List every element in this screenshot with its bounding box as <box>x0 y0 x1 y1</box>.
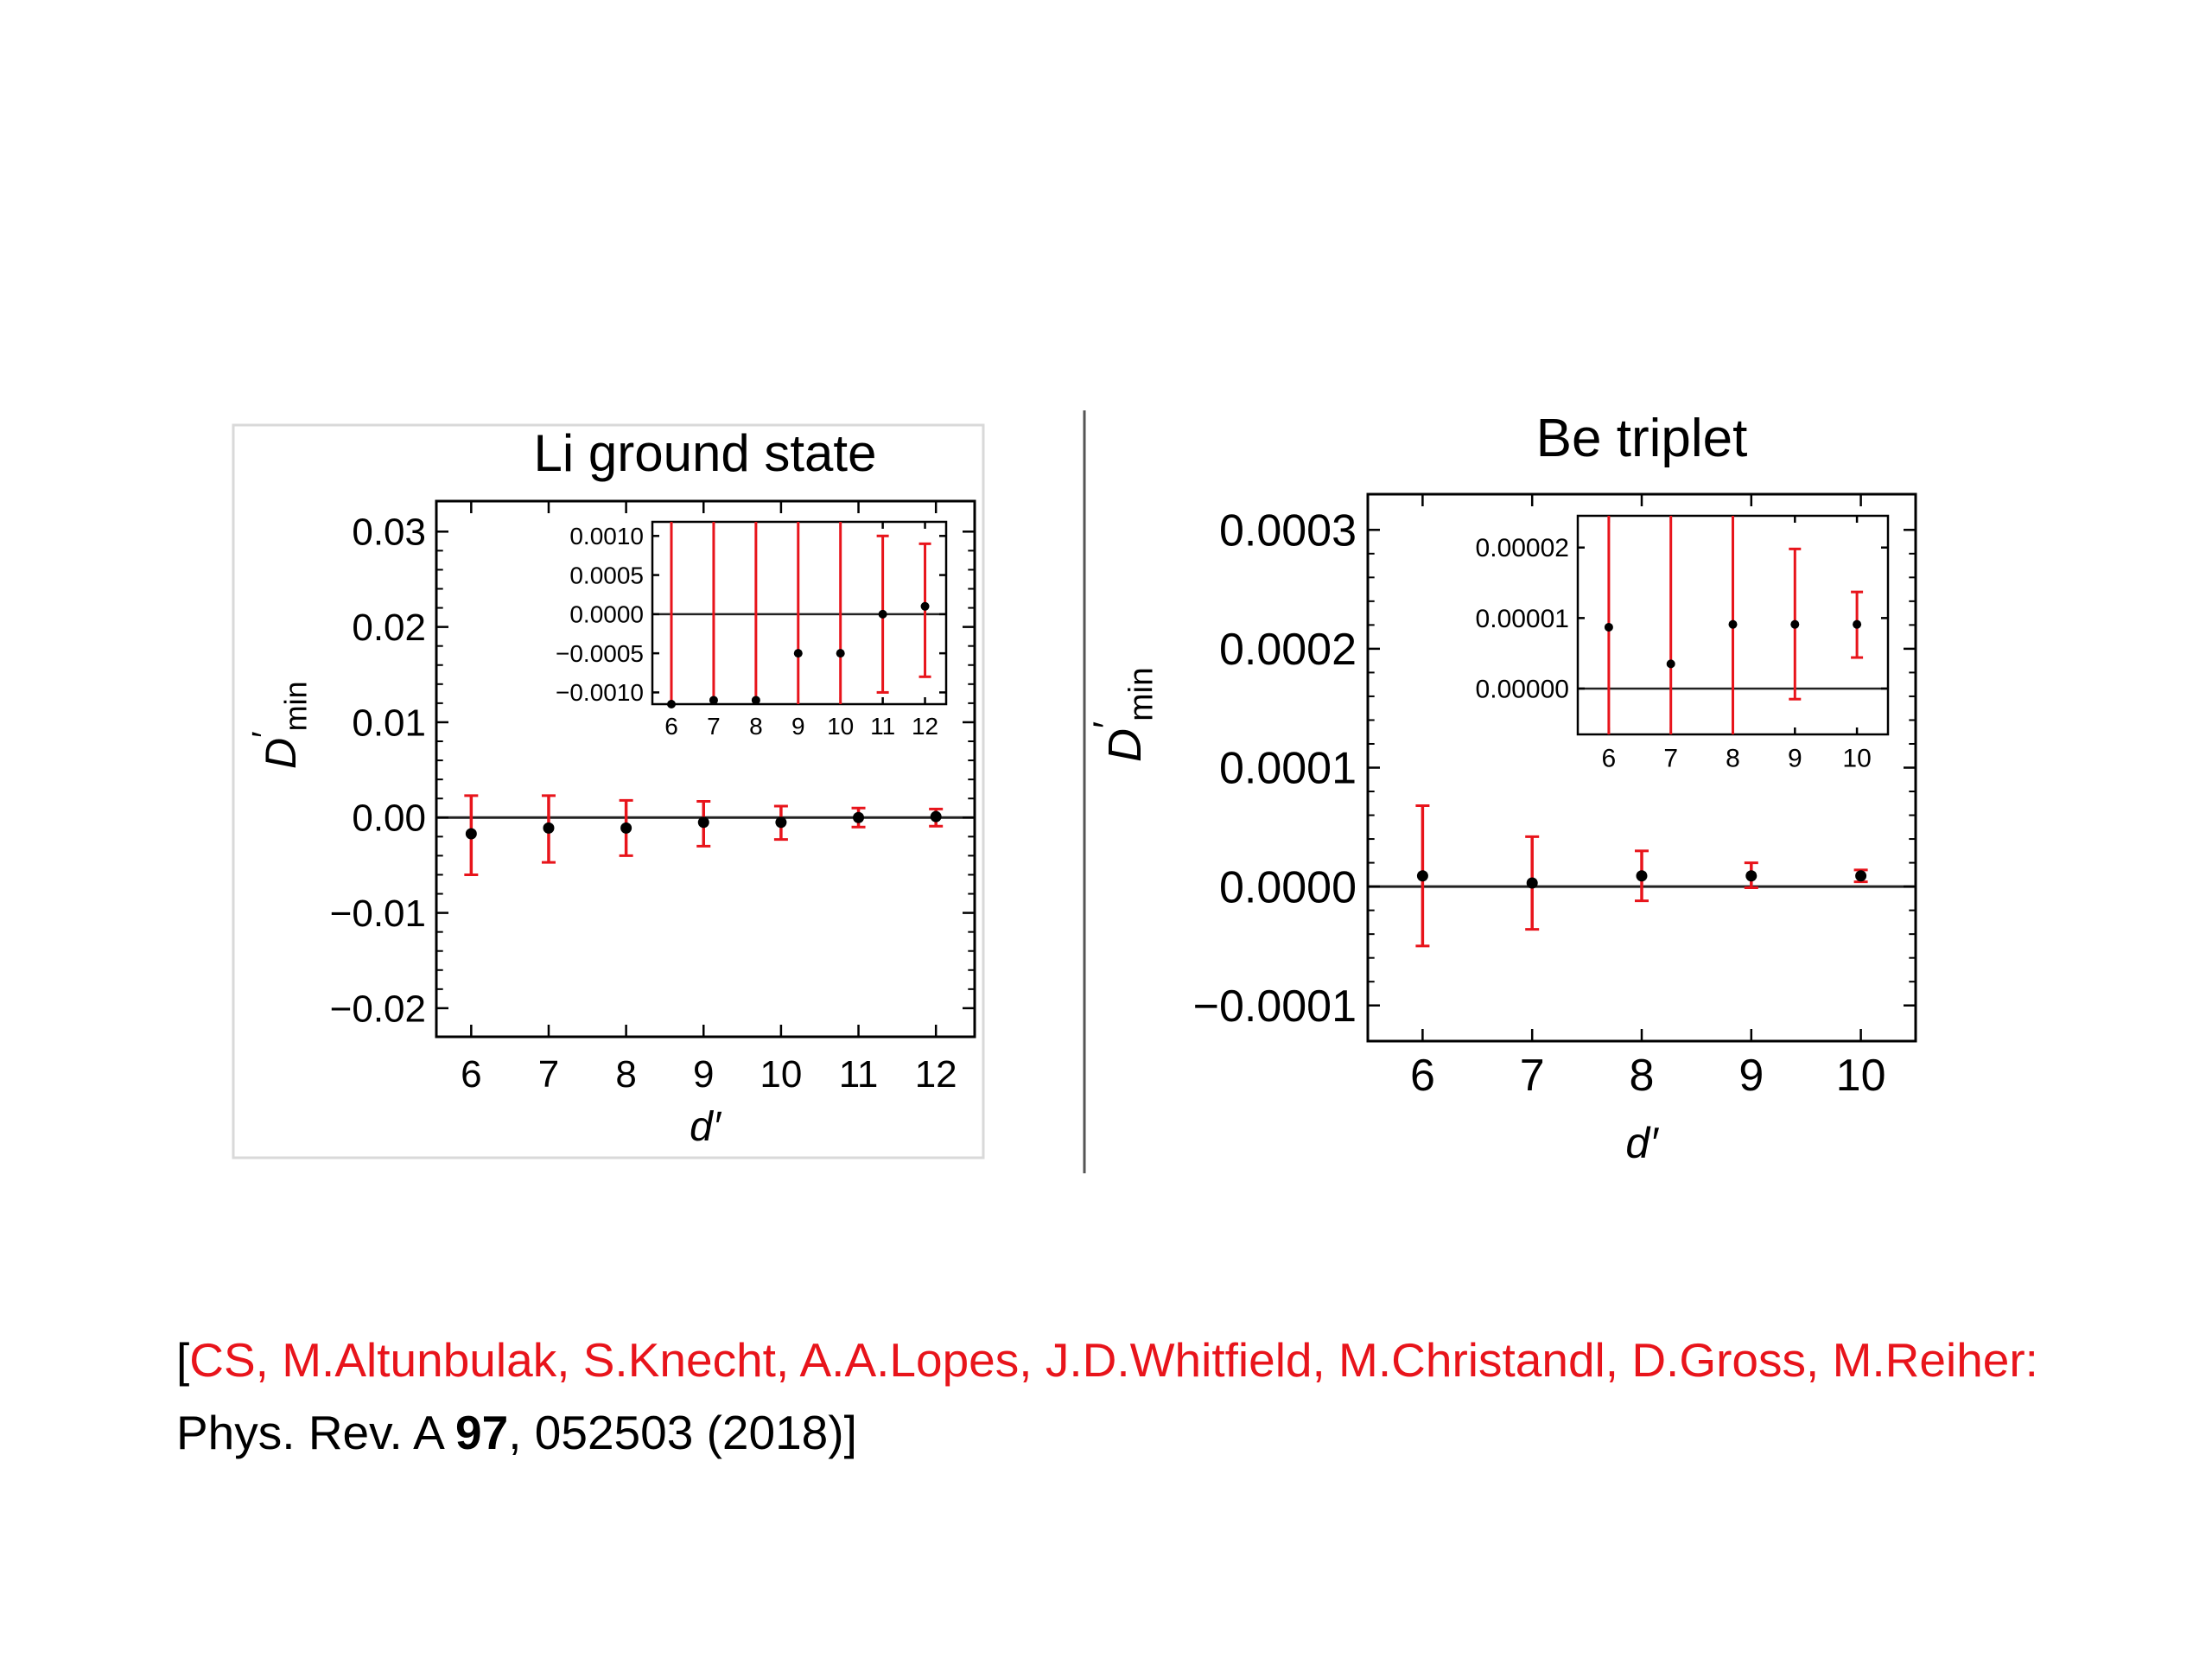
citation-authors: CS, M.Altunbulak, S.Knecht, A.A.Lopes, J… <box>189 1333 2038 1387</box>
be-main-y-tick-label: 0.0002 <box>1219 625 1357 675</box>
be-inset-y-tick-label: 0.00000 <box>1476 675 1569 703</box>
be-main-y-tick-label: 0.0001 <box>1219 744 1357 794</box>
li-inset-x-tick-label: 11 <box>870 713 895 740</box>
li-inset-data-point <box>836 649 845 658</box>
be-main-x-tick-label: 7 <box>1520 1051 1545 1101</box>
li-main-y-tick-label: 0.00 <box>352 797 426 840</box>
be-inset-x-tick-label: 9 <box>1788 745 1802 773</box>
be-inset-data-point <box>1666 659 1675 669</box>
li-y-axis-label-prime: ′ <box>246 731 284 738</box>
li-inset-x-tick-label: 9 <box>791 713 805 740</box>
be-y-axis-label-prime: ′ <box>1087 721 1128 728</box>
li-inset-x-tick-label: 7 <box>707 713 721 740</box>
citation-line-2: Phys. Rev. A 97, 052503 (2018)] <box>176 1396 2190 1469</box>
li-y-axis-label: D′min <box>246 681 314 769</box>
li-inset-data-point <box>920 601 930 611</box>
be-inset-data-point <box>1853 619 1862 629</box>
li-main-y-tick-label: 0.01 <box>352 702 426 744</box>
li-y-axis-label-main: D <box>257 738 305 769</box>
li-x-axis-label: d′ <box>690 1104 722 1150</box>
be-main-x-tick-label: 6 <box>1410 1051 1435 1101</box>
be-main-data-point <box>1855 870 1867 882</box>
be-main-x-tick-label: 8 <box>1630 1051 1655 1101</box>
li-main-x-tick-label: 8 <box>615 1053 636 1096</box>
li-main-data-point <box>465 828 477 840</box>
li-main-x-tick-label: 6 <box>461 1053 481 1096</box>
be-main-x-tick-label: 9 <box>1738 1051 1764 1101</box>
be-main-x-tick-label: 10 <box>1836 1051 1886 1101</box>
citation-rest: , 052503 (2018)] <box>508 1406 857 1459</box>
li-inset-y-tick-label: −0.0010 <box>556 679 644 706</box>
li-main-y-tick-label: −0.02 <box>330 988 426 1030</box>
citation-journal: Phys. Rev. A <box>176 1406 456 1459</box>
li-inset-x-tick-label: 6 <box>664 713 678 740</box>
li-main-data-point <box>543 822 555 834</box>
be-inset-data-point <box>1790 619 1800 629</box>
li-main-data-point <box>930 810 942 823</box>
li-main-x-tick-label: 10 <box>760 1053 802 1096</box>
li-ground-state-chart: Li ground state 0.03 0.02 0.01 0.00 −0.01 −0.0… <box>246 424 976 1150</box>
citation-line-1: [CS, M.Altunbulak, S.Knecht, A.A.Lopes, … <box>176 1324 2190 1396</box>
li-inset-data-point <box>751 696 760 705</box>
li-inset-data-point <box>793 649 803 658</box>
citation-open-bracket: [ <box>176 1333 190 1387</box>
li-inset-data-point <box>667 700 677 708</box>
li-inset-y-tick-label: −0.0005 <box>556 640 644 667</box>
li-main-x-tick-label: 7 <box>538 1053 559 1096</box>
li-inset-x-tick-label: 12 <box>912 713 938 740</box>
be-y-axis-label-sub: min <box>1123 667 1160 721</box>
be-inset-x-tick-label: 8 <box>1726 745 1740 773</box>
be-x-axis-label: d′ <box>1625 1119 1659 1167</box>
be-main-data-point <box>1745 870 1758 882</box>
be-chart-title: Be triplet <box>1536 409 1748 468</box>
li-main-data-point <box>697 816 709 829</box>
li-main-data-point <box>853 811 865 823</box>
be-main-data-point <box>1526 877 1538 889</box>
li-main-y-tick-label: −0.01 <box>330 893 426 935</box>
li-inset-y-tick-label: 0.0005 <box>569 562 644 588</box>
li-inset-x-tick-label: 10 <box>827 713 854 740</box>
be-inset-x-tick-label: 6 <box>1602 745 1617 773</box>
li-inset-y-tick-label: 0.0010 <box>569 523 644 549</box>
li-inset-data-point <box>878 609 887 619</box>
citation: [CS, M.Altunbulak, S.Knecht, A.A.Lopes, … <box>176 1324 2190 1469</box>
li-inset-data-point <box>709 696 718 705</box>
li-main-data-point <box>620 822 632 834</box>
be-inset-x-tick-label: 7 <box>1663 745 1678 773</box>
be-inset-x-tick-label: 10 <box>1842 745 1871 773</box>
li-main-y-tick-label: 0.02 <box>352 607 426 649</box>
be-y-axis-label: D′min <box>1087 667 1160 762</box>
be-y-axis-label-main: D <box>1099 728 1151 762</box>
be-inset-y-tick-label: 0.00001 <box>1476 605 1569 633</box>
li-y-axis-label-sub: min <box>278 681 314 731</box>
li-main-x-tick-label: 12 <box>915 1053 957 1096</box>
li-main-x-tick-label: 9 <box>693 1053 714 1096</box>
li-inset-x-tick-label: 8 <box>749 713 763 740</box>
citation-volume: 97 <box>455 1406 509 1459</box>
be-main-y-tick-label: 0.0000 <box>1219 862 1357 912</box>
li-main-data-point <box>775 816 787 829</box>
be-triplet-chart: Be triplet 0.0003 0.0002 0.0001 0.0000 −0.000… <box>1087 409 1917 1167</box>
be-inset-y-tick-label: 0.00002 <box>1476 534 1569 562</box>
be-main-data-point <box>1416 870 1428 882</box>
li-main-x-tick-label: 11 <box>839 1053 879 1096</box>
li-main-y-tick-label: 0.03 <box>352 511 426 554</box>
li-panel-frame <box>232 423 985 1159</box>
li-chart-title: Li ground state <box>534 424 877 482</box>
be-inset-data-point <box>1728 619 1738 629</box>
li-inset-y-tick-label: 0.0000 <box>569 601 644 628</box>
be-main-y-tick-label: 0.0003 <box>1219 505 1357 556</box>
be-main-y-tick-label: −0.0001 <box>1193 981 1357 1032</box>
be-inset-data-point <box>1604 622 1613 632</box>
be-main-data-point <box>1636 870 1648 882</box>
